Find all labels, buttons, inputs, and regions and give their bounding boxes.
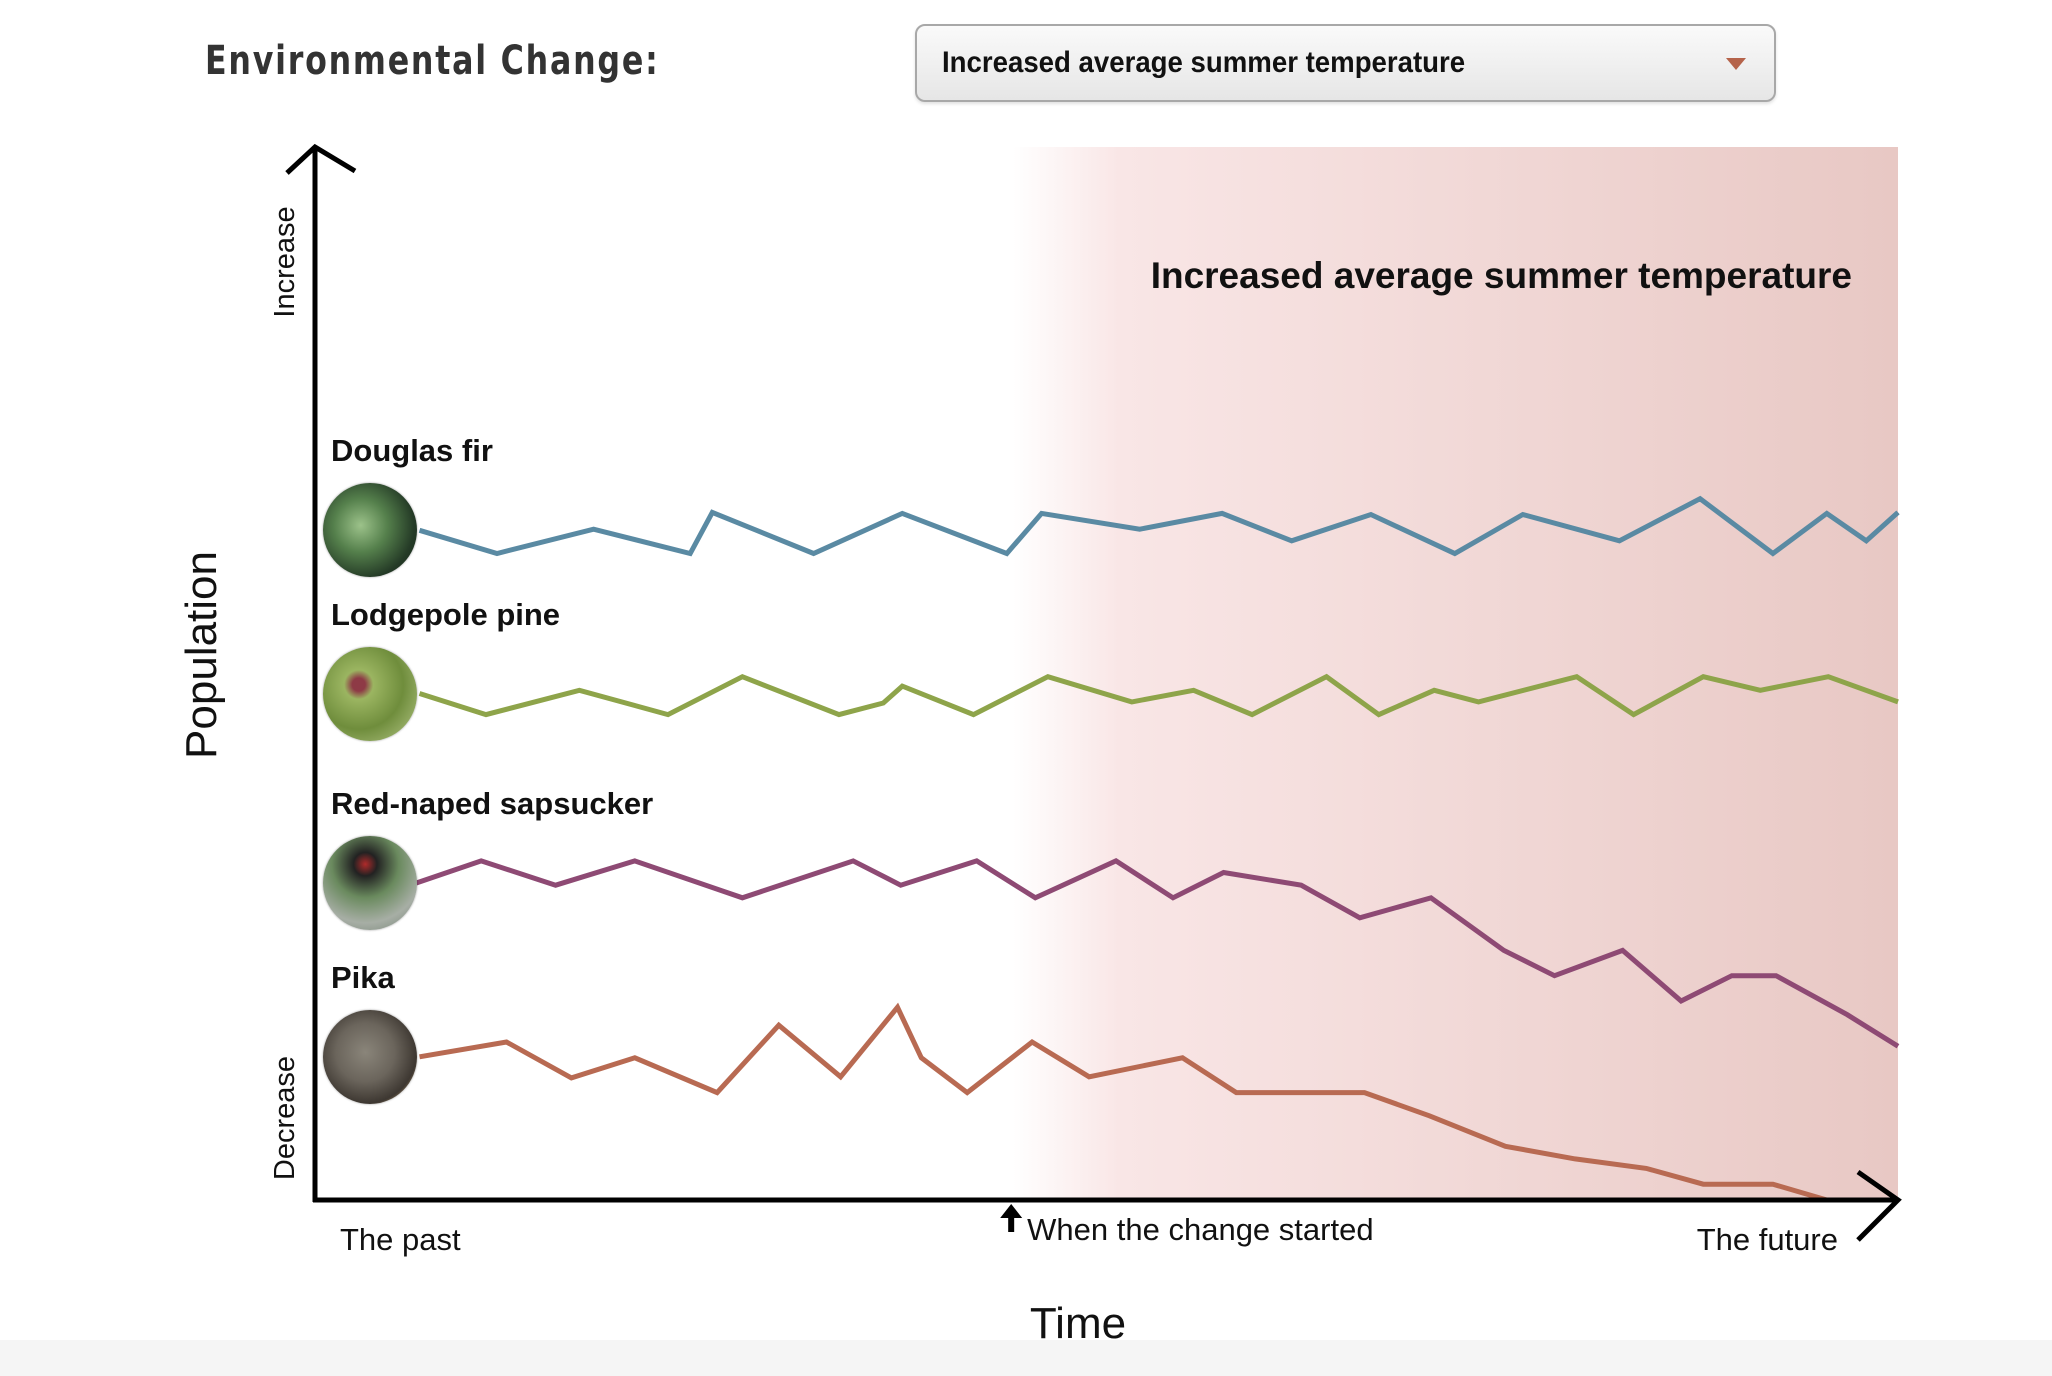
species-label-pika: Pika [331,959,395,995]
douglas-fir-photo-icon [323,483,417,578]
triangle-down-icon[interactable] [1726,58,1746,70]
species-label-red-naped-sapsucker: Red-naped sapsucker [331,786,654,822]
x-axis-change-label: When the change started [1027,1212,1373,1247]
arrow-up-icon [1000,1204,1023,1232]
change-shaded-region [1013,147,1898,1200]
dropdown-selected-value: Increased average summer temperature [942,46,1466,79]
y-axis-bottom-label: Decrease [269,1056,301,1180]
y-axis-title: Population [177,551,226,759]
series-line-pika [419,1002,1898,1203]
page-footer-band [0,1340,2052,1376]
pika-photo-icon [323,1009,417,1104]
species-label-douglas-fir: Douglas fir [331,433,493,469]
x-axis-arrowhead [1856,1169,1902,1242]
species-label-lodgepole-pine: Lodgepole pine [331,596,561,632]
environmental-change-dropdown[interactable]: Increased average summer temperature [915,24,1776,102]
series-line-lodgepole-pine [418,673,1899,718]
y-axis-top-label: Increase [269,206,301,317]
series-line-douglas-fir [418,495,1900,557]
environmental-change-label: Environmental Change: [205,38,660,84]
x-axis-title: Time [1030,1299,1126,1348]
x-axis-end-label: The future [1697,1222,1838,1257]
chart-title: Increased average summer temperature [1151,255,1852,296]
sapsucker-photo-icon [323,836,417,931]
series-line-red-naped-sapsucker [415,858,1900,1049]
change-start-marker: When the change started [1000,1204,1374,1247]
x-axis-start-label: The past [340,1222,461,1257]
y-axis-arrowhead [285,143,357,175]
lodgepole-pine-photo-icon [323,646,417,741]
